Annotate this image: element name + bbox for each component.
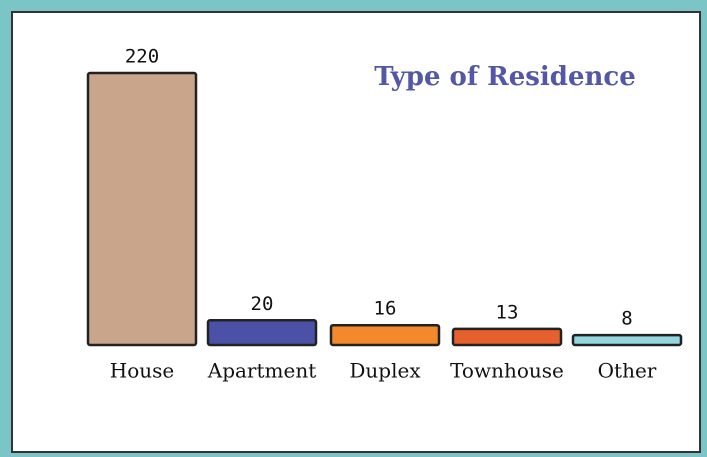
value-label: 220 (125, 46, 159, 68)
chart-title: Type of Residence (374, 62, 636, 92)
value-label: 8 (621, 308, 632, 330)
value-label: 13 (496, 301, 519, 323)
x-tick-label: Duplex (349, 359, 421, 383)
x-tick-label: Apartment (207, 359, 317, 383)
x-tick-label: House (110, 359, 174, 383)
bar (451, 327, 563, 347)
x-tick-label: Townhouse (450, 359, 564, 383)
x-tick-label: Other (598, 359, 657, 383)
bar (206, 319, 318, 347)
value-label: 16 (374, 298, 397, 320)
bar (329, 323, 441, 347)
bar (571, 333, 683, 347)
value-label: 20 (251, 293, 274, 315)
bar (86, 71, 198, 347)
